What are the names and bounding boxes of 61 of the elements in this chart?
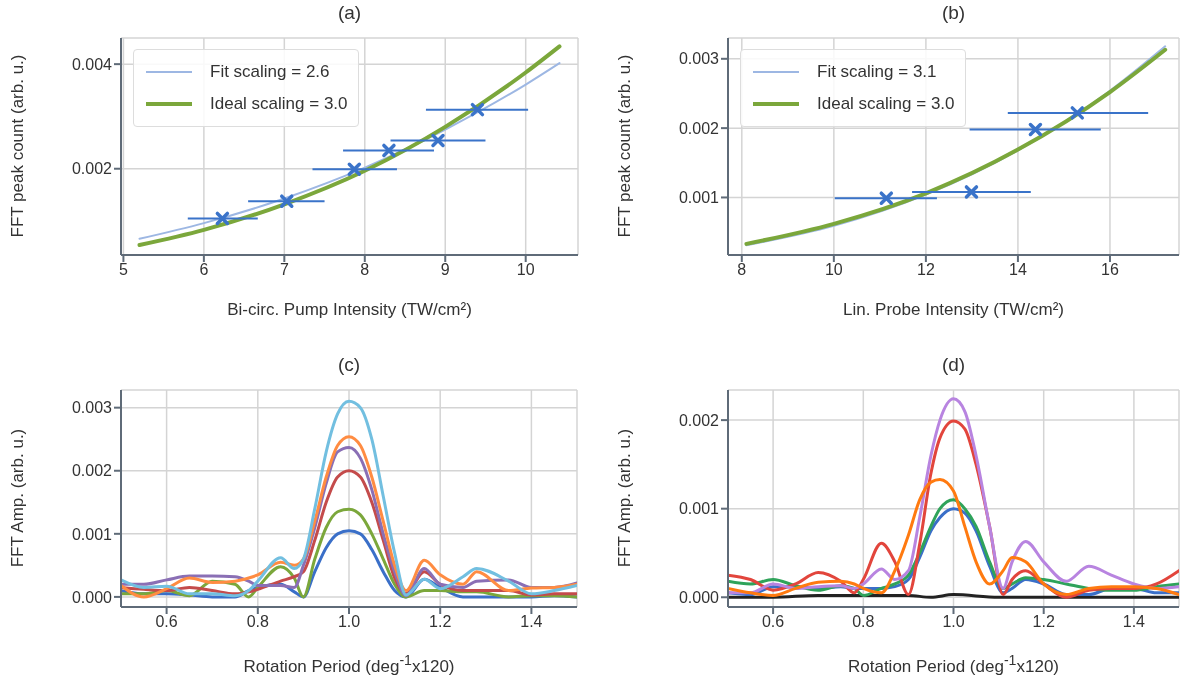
x-axis-title: Rotation Period (deg$^{-1}$x120) bbox=[846, 652, 1061, 677]
x-tick-label: 7 bbox=[279, 261, 289, 279]
x-axis-title: Bi-circ. Pump Intensity (TW/cm²) bbox=[226, 300, 473, 320]
y-tick-label: 0.004 bbox=[71, 55, 113, 73]
x-tick-label: 16 bbox=[1101, 261, 1119, 279]
x-tick-label: 10 bbox=[516, 261, 535, 279]
x-tick-label: 10 bbox=[824, 261, 843, 279]
point bbox=[1028, 122, 1043, 137]
point bbox=[279, 194, 294, 208]
y-axis-title: FFT peak count (arb. u.) bbox=[615, 53, 635, 239]
y-tick-label: 0.000 bbox=[71, 588, 113, 606]
y-tick-label: 0.001 bbox=[71, 525, 113, 543]
chart-title: (b) bbox=[940, 2, 967, 24]
x-tick-label: 14 bbox=[1009, 261, 1027, 279]
line-series bbox=[121, 399, 577, 598]
x-tick-label: 1.4 bbox=[1122, 613, 1146, 631]
x-tick-label: 6 bbox=[199, 261, 209, 279]
x-axis-title: Rotation Period (deg$^{-1}$x120) bbox=[242, 652, 456, 677]
y-axis-title: FFT Amp. (arb. u.) bbox=[615, 427, 635, 569]
legend-label: Fit scaling = 3.1 bbox=[817, 62, 937, 82]
y-tick-label: 0.001 bbox=[678, 189, 720, 207]
x-tick-label: 0.6 bbox=[155, 613, 178, 631]
x-tick-label: 0.8 bbox=[246, 613, 270, 631]
legend-label: Ideal scaling = 3.0 bbox=[817, 94, 955, 114]
x-tick-label: 1.2 bbox=[429, 613, 452, 631]
x-tick-label: 12 bbox=[916, 261, 935, 279]
point bbox=[470, 102, 485, 117]
x-tick-label: 5 bbox=[118, 261, 128, 279]
y-axis-title: FFT Amp. (arb. u.) bbox=[8, 427, 28, 569]
x-tick-label: 1.0 bbox=[942, 613, 965, 631]
legend-label: Ideal scaling = 3.0 bbox=[210, 94, 348, 114]
x-tick-label: 0.6 bbox=[761, 613, 785, 631]
point bbox=[347, 162, 362, 176]
y-tick-label: 0.002 bbox=[71, 160, 113, 178]
y-tick-label: 0.003 bbox=[678, 50, 720, 68]
y-axis-title: FFT peak count (arb. u.) bbox=[8, 53, 28, 239]
y-tick-label: 0.002 bbox=[678, 411, 720, 429]
chart-title: (d) bbox=[940, 354, 967, 376]
x-tick-label: 8 bbox=[737, 261, 747, 279]
point bbox=[1070, 106, 1085, 120]
x-tick-label: 1.0 bbox=[337, 613, 361, 631]
y-tick-label: 0.000 bbox=[678, 588, 720, 606]
y-tick-label: 0.002 bbox=[71, 462, 113, 480]
x-axis-title: Lin. Probe Intensity (TW/cm²) bbox=[841, 300, 1066, 320]
chart-title: (c) bbox=[336, 354, 362, 376]
line-series bbox=[728, 477, 1179, 597]
x-tick-label: 1.2 bbox=[1032, 613, 1055, 631]
x-tick-label: 0.8 bbox=[852, 613, 875, 631]
y-tick-label: 0.002 bbox=[678, 119, 720, 137]
x-tick-label: 8 bbox=[360, 261, 370, 279]
x-tick-label: 1.4 bbox=[520, 613, 543, 631]
y-tick-label: 0.001 bbox=[678, 500, 720, 518]
point bbox=[879, 191, 894, 205]
chart-title: (a) bbox=[336, 2, 363, 24]
y-tick-label: 0.003 bbox=[71, 399, 113, 417]
x-tick-label: 9 bbox=[440, 261, 450, 279]
point bbox=[215, 211, 230, 226]
point bbox=[382, 143, 396, 158]
point bbox=[964, 185, 979, 199]
point bbox=[431, 133, 445, 148]
legend-label: Fit scaling = 2.6 bbox=[210, 62, 330, 82]
